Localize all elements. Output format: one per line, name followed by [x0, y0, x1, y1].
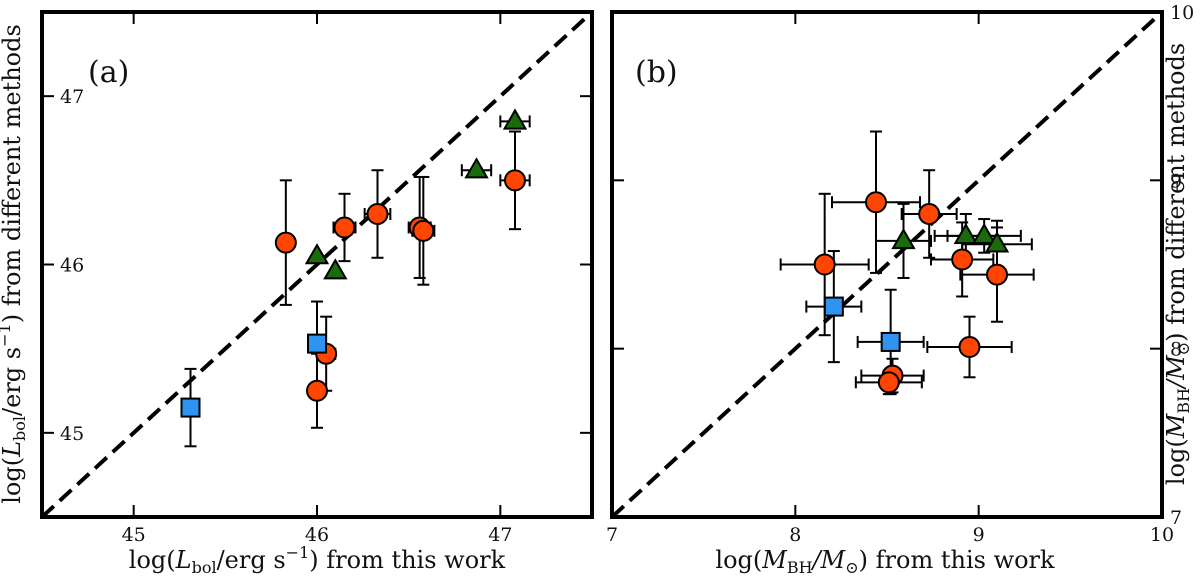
y-tick-label: 8 — [1170, 339, 1182, 361]
triangle-point — [971, 222, 997, 245]
circle-point — [865, 191, 887, 214]
one-to-one-line — [612, 12, 1162, 517]
square-point — [180, 397, 201, 418]
circle-point — [333, 216, 356, 239]
triangle-point — [891, 227, 916, 250]
panel-b-xlabel-suffix: ) from this work — [859, 546, 1055, 574]
y-tick-label: 10 — [1170, 2, 1194, 24]
x-tick-label: 10 — [1150, 524, 1174, 546]
x-tick-label: 47 — [488, 524, 512, 546]
panel-b-ylabel-var: M — [1162, 412, 1190, 439]
circle-point — [958, 335, 981, 358]
x-tick-label: 7 — [606, 524, 618, 546]
triangle-point — [953, 222, 979, 245]
panel-b-frame — [610, 10, 1164, 519]
circle-point — [306, 379, 328, 402]
y-tick-label: 45 — [60, 423, 84, 445]
panel-a-xlabel-sup: −1 — [286, 543, 310, 562]
panel-b-xlabel-sub: BH — [787, 558, 813, 577]
panel-b-ylabel-unit-sub: ⊙ — [1174, 342, 1193, 355]
square-point — [307, 333, 327, 354]
triangle-point — [323, 258, 348, 280]
panel-b-ylabel-sub: BH — [1174, 388, 1193, 414]
panel-b-x-axis-label: log(MBH/M⊙) from this work — [715, 546, 1055, 577]
panel-b-plot-clip — [612, 12, 1162, 517]
circle-point — [504, 169, 526, 192]
panel-a-xlabel-unit: /erg s — [217, 546, 286, 574]
panel-a-ticks: 45 46 47 45 46 47 — [42, 12, 592, 546]
panel-b-ylabel-unit: /M — [1162, 354, 1190, 390]
panel-a-xlabel-suffix: ) from this work — [309, 546, 505, 574]
y-tick-label: 7 — [1170, 507, 1182, 529]
panel-b-ylabel-prefix: log( — [1162, 438, 1190, 485]
circle-point — [918, 203, 941, 225]
panel-a-xlabel-prefix: log( — [129, 546, 176, 574]
panel-b-plot-area — [612, 12, 1162, 517]
panel-a-ylabel-unit: /erg s — [0, 347, 26, 416]
panel-a-ylabel-prefix: log( — [0, 457, 26, 504]
panel-a-ylabel-sub: bol — [10, 416, 29, 441]
y-tick-label: 9 — [1170, 170, 1182, 192]
circle-point — [951, 248, 974, 271]
x-tick-label: 45 — [122, 524, 146, 546]
one-to-one-line — [42, 12, 592, 517]
circle-point — [813, 253, 836, 276]
circle-point — [274, 231, 297, 254]
panel-a-plot-clip — [42, 12, 592, 517]
triangle-point — [502, 108, 528, 130]
panel-b-y-axis-label: log(MBH/M⊙) from different methods — [1162, 43, 1193, 485]
panel-b-xlabel-unit: /M — [811, 546, 847, 574]
panel-a-ylabel-sup: −1 — [0, 323, 14, 347]
square-point — [823, 296, 844, 317]
x-tick-label: 46 — [305, 524, 329, 546]
x-tick-label: 9 — [973, 524, 985, 546]
panel-a-xlabel-var: L — [175, 546, 192, 574]
panel-a-plot-area — [42, 12, 592, 517]
y-tick-label: 46 — [60, 255, 84, 277]
panel-b-xlabel-unit-sub: ⊙ — [845, 558, 858, 577]
circle-point — [412, 219, 435, 242]
panel-a-letter: (a) — [88, 55, 129, 90]
circle-point — [986, 263, 1008, 286]
triangle-point — [304, 243, 330, 265]
panel-a-y-axis-label: log(Lbol/erg s−1) from different methods — [0, 24, 29, 504]
y-tick-label: 47 — [60, 86, 84, 108]
panel-b-xlabel-var: M — [761, 546, 788, 574]
triangle-point — [984, 231, 1010, 253]
x-tick-label: 8 — [789, 524, 801, 546]
circle-point — [366, 203, 389, 225]
triangle-point — [464, 157, 489, 179]
panel-b-xlabel-prefix: log( — [715, 546, 762, 574]
panel-b-ylabel-suffix: ) from different methods — [1162, 43, 1190, 342]
panel-a-x-axis-label: log(Lbol/erg s−1) from this work — [129, 543, 506, 577]
panel-a-xlabel-sub: bol — [192, 558, 217, 577]
panel-a-ylabel-var: L — [0, 441, 26, 458]
square-point — [880, 331, 901, 352]
panel-b-letter: (b) — [635, 55, 678, 90]
panel-a-ylabel-suffix: ) from different methods — [0, 24, 26, 323]
circle-point — [877, 371, 900, 394]
